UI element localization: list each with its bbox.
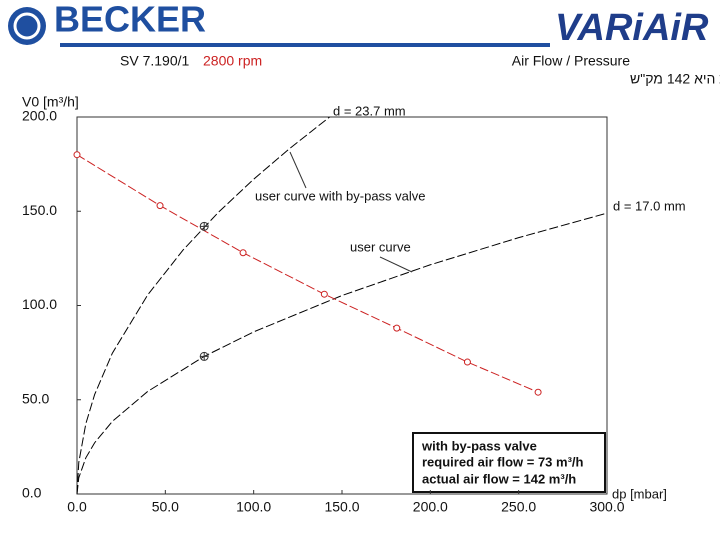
y-tick-label: 150.0 [22, 202, 57, 218]
info-text: required air flow = 73 m³/h [422, 454, 584, 469]
annotation: d = 17.0 mm [613, 198, 686, 213]
subtitle: Air Flow / Pressure [512, 53, 630, 69]
x-tick-label: 150.0 [324, 499, 359, 515]
x-axis-label: dp [mbar] [612, 486, 667, 501]
operating-point [199, 221, 209, 231]
x-tick-label: 0.0 [67, 499, 87, 515]
info-text: with by-pass valve [421, 438, 537, 453]
logo-left: BECKER [8, 0, 550, 47]
y-tick-label: 200.0 [22, 108, 57, 124]
x-tick-label: 50.0 [152, 499, 179, 515]
point [393, 324, 401, 332]
point [73, 151, 81, 159]
speed: 2800 rpm [203, 53, 262, 69]
y-axis-label: V0 [m³/h] [22, 94, 79, 110]
operating-point [199, 351, 209, 361]
point [320, 290, 328, 298]
point [534, 388, 542, 396]
point [156, 202, 164, 210]
logo-right: VARiAiR [555, 7, 709, 49]
annotation-pointer [289, 151, 307, 189]
y-tick-label: 100.0 [22, 296, 57, 312]
annotation-pointer [379, 256, 413, 273]
info-text: actual air flow = 142 m³/h [422, 471, 576, 486]
curve [76, 116, 330, 495]
point [463, 358, 471, 366]
logo-text: BECKER [54, 0, 206, 40]
annotation: user curve with by-pass valve [255, 188, 426, 203]
x-tick-label: 250.0 [501, 499, 536, 515]
y-tick-label: 50.0 [22, 390, 49, 406]
point [239, 249, 247, 257]
curve [76, 212, 608, 495]
note: בשחרור אויר לאט', אנו משנים את עקומת המע… [630, 71, 720, 87]
point-cross [200, 352, 209, 361]
x-tick-label: 100.0 [236, 499, 271, 515]
y-tick-label: 0.0 [22, 485, 42, 501]
logo-bar [60, 43, 550, 47]
point-cross [200, 222, 209, 231]
x-tick-label: 300.0 [589, 499, 624, 515]
annotation: user curve [350, 239, 411, 254]
model: SV 7.190/1 [120, 53, 189, 69]
logo-icon-ring [13, 12, 41, 40]
annotation: d = 23.7 mm [333, 103, 406, 118]
x-tick-label: 200.0 [413, 499, 448, 515]
info-box [412, 432, 606, 493]
